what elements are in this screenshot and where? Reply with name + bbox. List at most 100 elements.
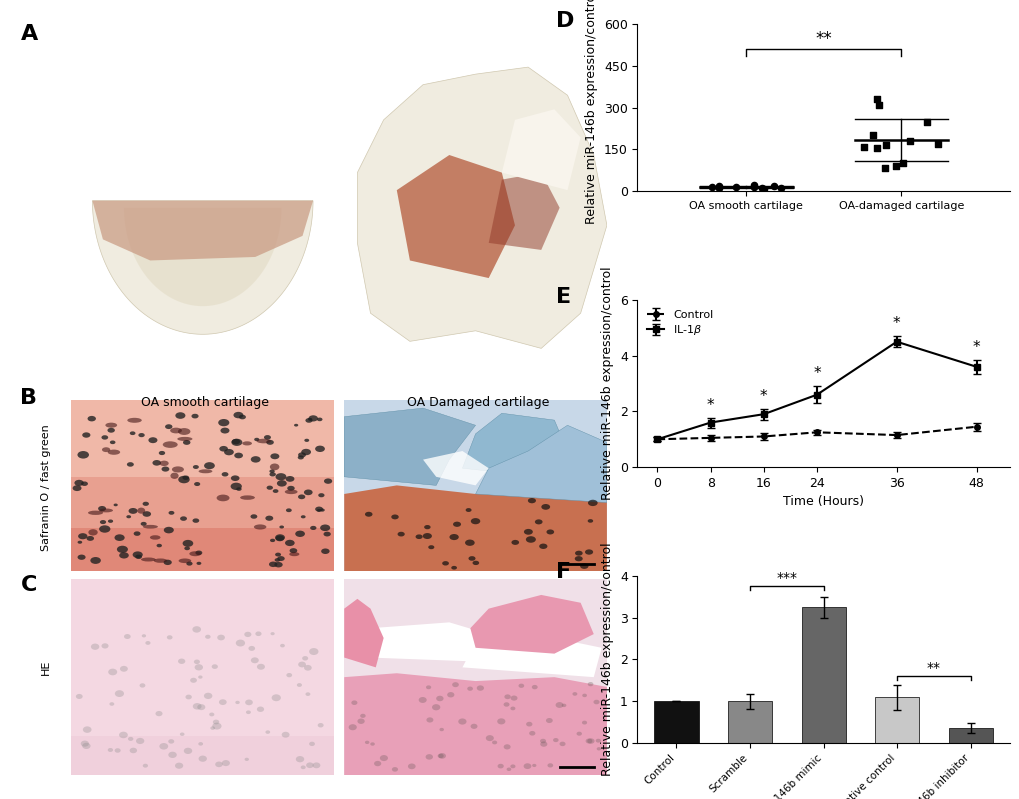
Circle shape	[321, 548, 329, 554]
Circle shape	[194, 482, 200, 486]
Circle shape	[511, 695, 517, 701]
Circle shape	[197, 562, 201, 565]
Circle shape	[245, 757, 249, 761]
Circle shape	[559, 741, 565, 746]
Ellipse shape	[88, 511, 103, 515]
Circle shape	[438, 753, 445, 759]
Circle shape	[547, 763, 552, 768]
Ellipse shape	[127, 418, 142, 423]
Circle shape	[310, 526, 316, 530]
Circle shape	[293, 423, 298, 427]
Circle shape	[83, 432, 91, 438]
Point	[901, 135, 917, 148]
Circle shape	[213, 720, 219, 725]
Circle shape	[81, 482, 88, 486]
Circle shape	[99, 525, 110, 533]
Circle shape	[269, 562, 277, 567]
Ellipse shape	[154, 559, 167, 562]
Circle shape	[422, 533, 431, 539]
Circle shape	[294, 531, 305, 537]
Circle shape	[204, 462, 215, 469]
Circle shape	[468, 556, 475, 561]
Circle shape	[141, 522, 147, 526]
Circle shape	[526, 721, 532, 726]
Circle shape	[545, 718, 552, 723]
Circle shape	[249, 646, 255, 651]
Circle shape	[192, 414, 199, 419]
Circle shape	[534, 519, 542, 524]
Circle shape	[574, 556, 582, 562]
Circle shape	[274, 559, 280, 562]
Circle shape	[458, 718, 466, 725]
Circle shape	[298, 452, 306, 458]
FancyBboxPatch shape	[0, 477, 413, 623]
Circle shape	[195, 664, 203, 670]
Bar	[728, 702, 771, 743]
Circle shape	[275, 553, 281, 556]
Circle shape	[391, 515, 398, 519]
Circle shape	[152, 460, 161, 466]
Circle shape	[524, 529, 532, 535]
Ellipse shape	[289, 552, 300, 556]
Circle shape	[74, 480, 84, 486]
Circle shape	[119, 732, 127, 738]
Circle shape	[529, 731, 535, 736]
Circle shape	[148, 437, 157, 443]
Circle shape	[175, 412, 185, 419]
Circle shape	[193, 626, 201, 633]
Circle shape	[424, 525, 430, 529]
Text: *: *	[972, 340, 979, 355]
Circle shape	[465, 508, 471, 512]
Circle shape	[265, 730, 270, 733]
Circle shape	[77, 555, 86, 560]
Text: HE: HE	[41, 659, 51, 675]
Circle shape	[348, 724, 357, 730]
Circle shape	[266, 486, 273, 490]
Ellipse shape	[143, 525, 158, 529]
Circle shape	[98, 506, 106, 511]
Circle shape	[379, 755, 387, 761]
Circle shape	[306, 762, 314, 768]
Circle shape	[235, 639, 245, 646]
Circle shape	[555, 702, 562, 708]
Circle shape	[452, 522, 461, 527]
Circle shape	[308, 415, 318, 422]
Circle shape	[595, 739, 600, 742]
Circle shape	[309, 648, 318, 655]
Circle shape	[217, 634, 225, 640]
Bar	[654, 702, 698, 743]
Circle shape	[115, 690, 124, 697]
Circle shape	[128, 508, 138, 514]
Point	[710, 182, 727, 195]
Ellipse shape	[199, 469, 212, 473]
Text: OA smooth cartilage: OA smooth cartilage	[142, 396, 269, 408]
Bar	[948, 729, 991, 743]
Ellipse shape	[170, 427, 181, 433]
Circle shape	[576, 732, 582, 736]
Circle shape	[296, 756, 304, 762]
Circle shape	[485, 735, 493, 741]
Legend: Control, IL-1$\beta$: Control, IL-1$\beta$	[642, 305, 717, 342]
Circle shape	[585, 550, 593, 555]
Circle shape	[596, 747, 600, 750]
Circle shape	[219, 446, 227, 451]
Text: ***: ***	[775, 571, 797, 586]
Bar	[874, 697, 918, 743]
Circle shape	[285, 476, 294, 482]
Ellipse shape	[99, 508, 113, 512]
Circle shape	[266, 440, 273, 445]
Circle shape	[470, 724, 477, 729]
Circle shape	[257, 664, 265, 670]
Circle shape	[81, 741, 89, 747]
Circle shape	[432, 704, 440, 710]
Ellipse shape	[172, 467, 183, 472]
Point	[765, 179, 782, 192]
Circle shape	[304, 665, 312, 670]
Polygon shape	[470, 595, 593, 654]
Circle shape	[270, 632, 274, 635]
Circle shape	[496, 718, 504, 725]
Circle shape	[286, 673, 291, 678]
Circle shape	[83, 726, 92, 733]
Circle shape	[100, 520, 106, 524]
Ellipse shape	[177, 437, 193, 441]
